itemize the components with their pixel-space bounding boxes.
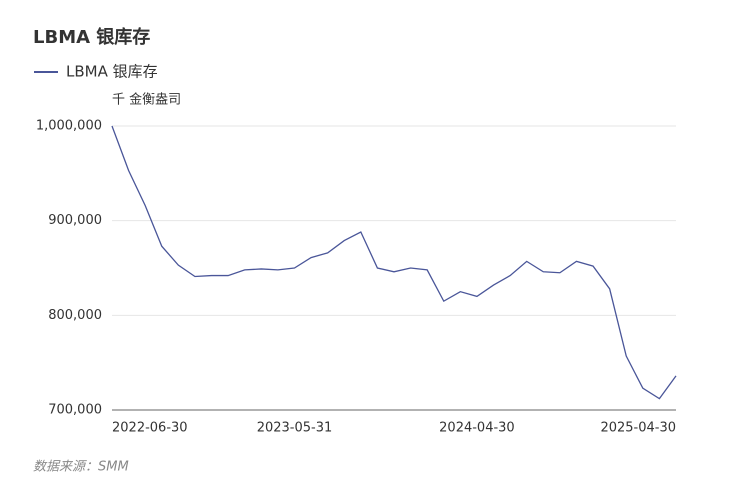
y-tick-label: 800,000: [48, 308, 102, 323]
chart-title: LBMA 银库存: [33, 26, 150, 48]
y-tick-label: 1,000,000: [36, 119, 102, 134]
source: 数据来源：SMM: [33, 460, 129, 475]
line-series: [111, 125, 677, 400]
legend-label: LBMA 银库存: [66, 63, 158, 81]
x-tick-label: 2022-06-30: [112, 421, 188, 436]
y-tick-label: 900,000: [48, 213, 102, 228]
x-tick-label: 2023-05-31: [257, 421, 333, 436]
y-axis-unit: 千 金衡盎司: [112, 92, 181, 108]
x-tick-label: 2025-04-30: [600, 421, 676, 436]
y-tick-label: 700,000: [48, 403, 102, 418]
x-tick-label: 2024-04-30: [439, 421, 515, 436]
